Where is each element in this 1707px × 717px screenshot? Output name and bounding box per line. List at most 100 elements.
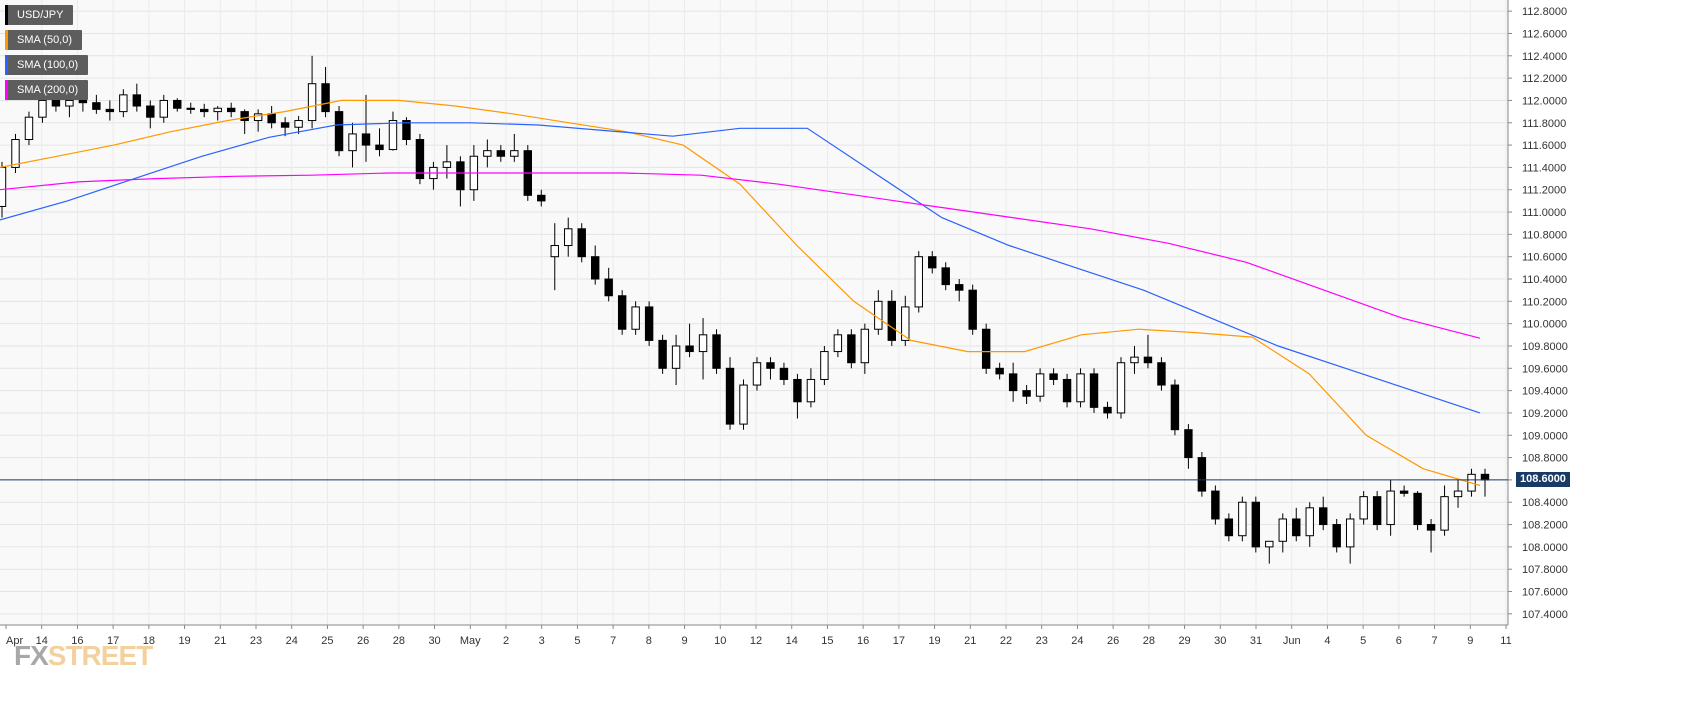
x-tick-label: 21	[214, 635, 226, 647]
candle-body	[415, 139, 425, 180]
candle-body	[847, 334, 856, 364]
x-tick-label: 15	[821, 635, 833, 647]
legend-swatch-sma100	[5, 55, 8, 75]
x-tick-label: 21	[964, 635, 976, 647]
x-tick-label: 5	[1360, 635, 1366, 647]
x-tick-label: 11	[1500, 635, 1511, 647]
candle-body	[685, 345, 694, 353]
candle-body	[1049, 373, 1058, 380]
y-tick-label: 109.4000	[1522, 386, 1568, 398]
y-tick-label: 107.6000	[1522, 587, 1568, 599]
y-tick-label: 111.0000	[1522, 207, 1566, 219]
candle-body	[1480, 473, 1490, 481]
x-tick-label: 17	[893, 635, 905, 647]
sma-line	[0, 99, 1481, 487]
candle-body	[1440, 496, 1449, 531]
legend-sma200[interactable]: SMA (200,0)	[5, 80, 89, 100]
candle-body	[1386, 490, 1395, 526]
legend-label-sma100: SMA (100,0)	[17, 59, 79, 71]
candle-body	[307, 83, 317, 122]
candle-body	[1224, 518, 1234, 537]
candle-body	[348, 133, 357, 152]
candle-body	[240, 111, 249, 122]
candle-body	[1399, 490, 1409, 494]
y-tick-label: 111.6000	[1522, 140, 1566, 152]
candle-body	[334, 111, 344, 152]
candle-body	[1453, 490, 1463, 498]
x-tick-label: 30	[1214, 635, 1226, 647]
candle-body	[590, 256, 600, 280]
candle-body	[200, 108, 209, 113]
candle-body	[928, 256, 937, 269]
legend-swatch-usdjpy	[5, 5, 8, 25]
x-tick-label: 24	[1071, 635, 1083, 647]
candle-body	[38, 99, 47, 118]
candle-body	[1062, 378, 1072, 403]
candle-body	[631, 306, 640, 330]
candle-body	[766, 362, 775, 369]
candle-body	[119, 94, 128, 113]
candle-body	[1157, 362, 1166, 386]
y-tick-label: 110.6000	[1522, 252, 1567, 264]
x-tick-label: 6	[1396, 635, 1402, 647]
chart-legend: USD/JPY SMA (50,0) SMA (100,0) SMA (200,…	[5, 5, 89, 105]
x-tick-label: 22	[1000, 635, 1012, 647]
y-tick-label: 109.6000	[1522, 363, 1568, 375]
logo-fx: FX	[14, 640, 49, 671]
x-tick-label: 12	[750, 635, 762, 647]
candle-body	[698, 334, 708, 353]
candle-body	[253, 113, 263, 122]
y-tick-label: 107.4000	[1522, 609, 1568, 621]
sma-line	[0, 172, 1481, 339]
x-tick-label: 26	[357, 635, 369, 647]
x-tick-label: 10	[714, 635, 726, 647]
legend-label-sma50: SMA (50,0)	[17, 34, 73, 46]
legend-usdjpy[interactable]: USD/JPY	[5, 5, 74, 25]
candle-body	[604, 278, 613, 297]
candle-body	[65, 99, 74, 107]
candle-body	[833, 334, 843, 353]
x-tick-label: 23	[250, 635, 262, 647]
candle-body	[78, 99, 88, 104]
legend-sma50[interactable]: SMA (50,0)	[5, 30, 83, 50]
candle-body	[550, 245, 559, 258]
y-tick-label: 108.0000	[1522, 542, 1568, 554]
x-tick-label: 19	[178, 635, 190, 647]
x-tick-label: May	[460, 635, 481, 647]
y-tick-label: 108.8000	[1522, 453, 1568, 465]
y-tick-label: 107.8000	[1522, 564, 1568, 576]
candle-body	[874, 300, 883, 330]
candle-body	[510, 150, 519, 157]
sma-line	[0, 122, 1481, 414]
current-price-label: 108.6000	[1516, 472, 1570, 488]
candle-body	[1305, 507, 1314, 537]
y-tick-label: 111.4000	[1522, 162, 1566, 174]
candle-body	[1035, 373, 1045, 397]
candle-body	[173, 99, 182, 109]
candle-body	[1008, 373, 1018, 392]
candle-body	[793, 378, 802, 403]
legend-sma100[interactable]: SMA (100,0)	[5, 55, 89, 75]
x-tick-label: 28	[393, 635, 405, 647]
candle-body	[1292, 518, 1301, 537]
logo-street: STREET	[47, 640, 153, 671]
candle-body	[159, 99, 168, 118]
candle-body	[537, 194, 546, 202]
candle-body	[1265, 540, 1274, 548]
y-tick-label: 108.4000	[1522, 497, 1568, 509]
x-tick-label: 16	[71, 635, 83, 647]
candle-body	[860, 328, 870, 364]
candle-body	[1332, 524, 1341, 548]
y-tick-label: 112.4000	[1522, 51, 1567, 63]
candle-body	[644, 306, 654, 341]
fxstreet-logo: FXSTREET	[14, 640, 153, 672]
x-tick-label: 3	[539, 635, 545, 647]
candle-body	[51, 99, 61, 107]
x-tick-label: 9	[1467, 635, 1473, 647]
candle-body	[1319, 507, 1328, 526]
candle-body	[105, 108, 115, 113]
candle-body	[1426, 524, 1436, 531]
candle-body	[1022, 390, 1031, 397]
